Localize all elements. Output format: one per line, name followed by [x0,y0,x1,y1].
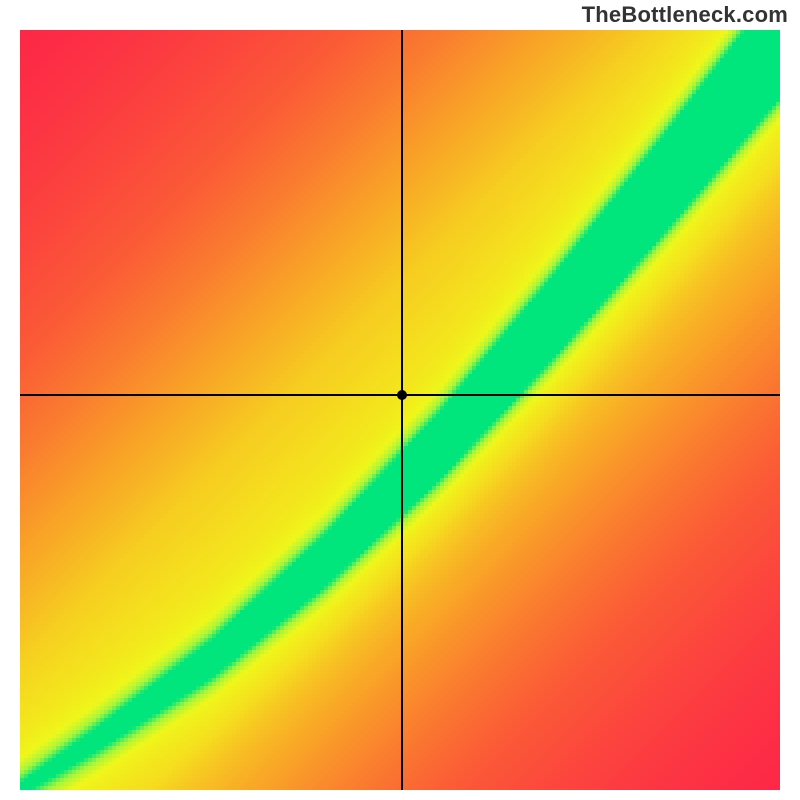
chart-frame [20,30,780,790]
crosshair-vertical [401,30,403,790]
crosshair-marker [397,390,407,400]
watermark-text: TheBottleneck.com [582,2,788,28]
